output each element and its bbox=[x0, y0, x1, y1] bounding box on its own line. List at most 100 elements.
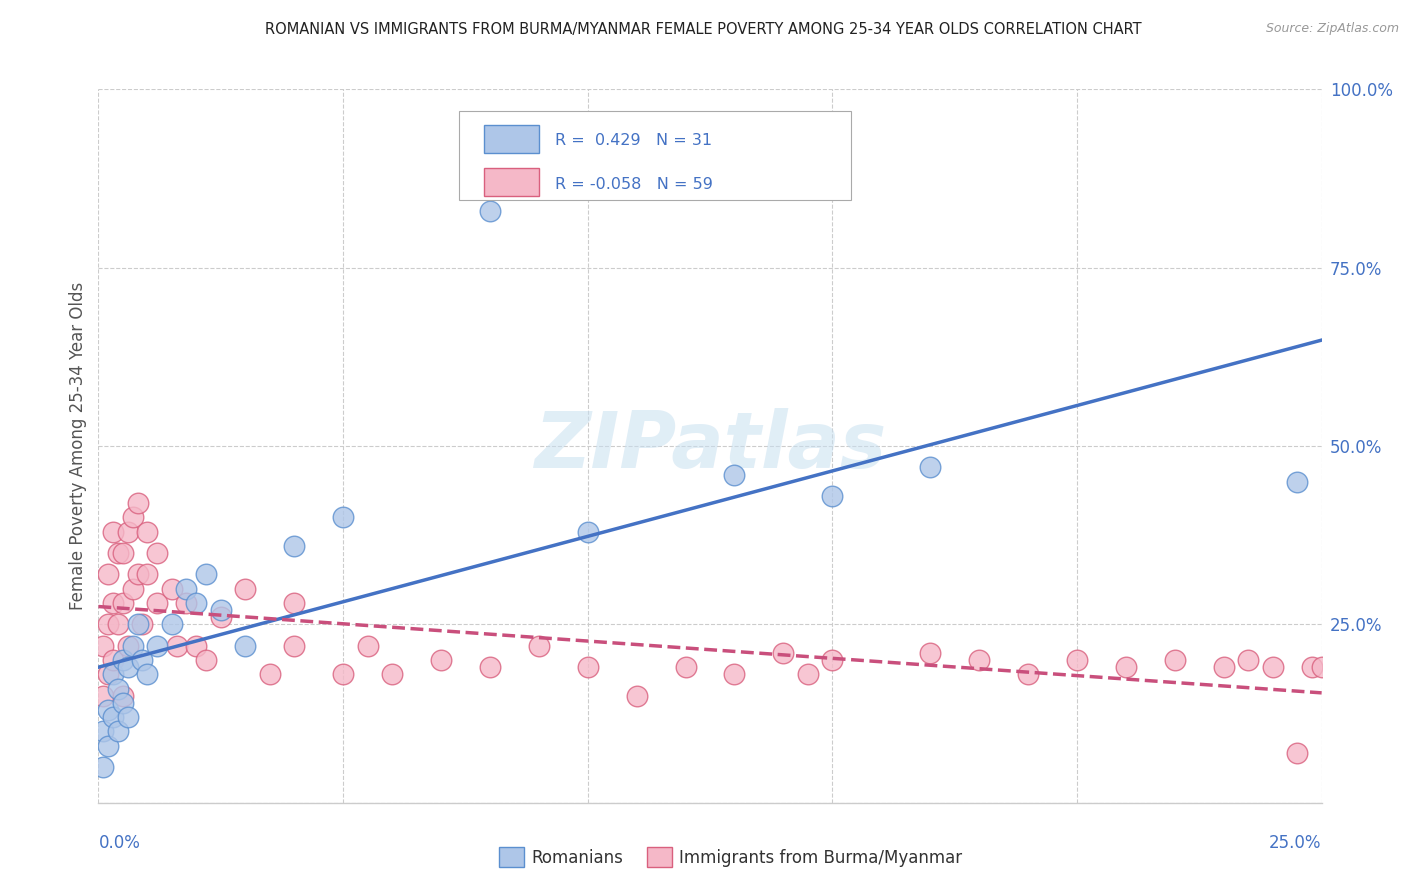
Point bbox=[626, 689, 648, 703]
Point bbox=[131, 617, 153, 632]
Point bbox=[675, 660, 697, 674]
Point bbox=[136, 667, 159, 681]
Point bbox=[111, 653, 134, 667]
Point bbox=[797, 667, 820, 681]
Point bbox=[91, 689, 114, 703]
Point bbox=[127, 496, 149, 510]
Point bbox=[1212, 660, 1234, 674]
Point bbox=[283, 539, 305, 553]
Point bbox=[772, 646, 794, 660]
Point bbox=[146, 546, 169, 560]
Point bbox=[1301, 660, 1323, 674]
Y-axis label: Female Poverty Among 25-34 Year Olds: Female Poverty Among 25-34 Year Olds bbox=[69, 282, 87, 610]
Point bbox=[967, 653, 990, 667]
Point bbox=[117, 524, 139, 539]
Point bbox=[1286, 746, 1309, 760]
Text: Source: ZipAtlas.com: Source: ZipAtlas.com bbox=[1265, 22, 1399, 36]
Point bbox=[97, 617, 120, 632]
Point bbox=[101, 667, 124, 681]
Point bbox=[1017, 667, 1039, 681]
Point bbox=[209, 603, 232, 617]
Point bbox=[166, 639, 188, 653]
Point bbox=[920, 646, 942, 660]
Point bbox=[1286, 475, 1309, 489]
Point bbox=[1237, 653, 1260, 667]
Point bbox=[127, 617, 149, 632]
Point bbox=[111, 696, 134, 710]
Point bbox=[1066, 653, 1088, 667]
FancyBboxPatch shape bbox=[460, 111, 851, 200]
Point bbox=[920, 460, 942, 475]
Point bbox=[127, 567, 149, 582]
Point bbox=[160, 582, 183, 596]
Point bbox=[101, 524, 124, 539]
Point bbox=[107, 681, 129, 696]
Point bbox=[381, 667, 404, 681]
Point bbox=[478, 660, 501, 674]
Point bbox=[527, 639, 550, 653]
Point bbox=[1310, 660, 1333, 674]
Point bbox=[97, 567, 120, 582]
Point bbox=[101, 596, 124, 610]
Point bbox=[576, 524, 599, 539]
Point bbox=[111, 546, 134, 560]
Point bbox=[121, 582, 143, 596]
Text: ZIPatlas: ZIPatlas bbox=[534, 408, 886, 484]
Point bbox=[186, 639, 208, 653]
Text: ROMANIAN VS IMMIGRANTS FROM BURMA/MYANMAR FEMALE POVERTY AMONG 25-34 YEAR OLDS C: ROMANIAN VS IMMIGRANTS FROM BURMA/MYANMA… bbox=[264, 22, 1142, 37]
Point bbox=[1115, 660, 1137, 674]
Bar bbox=[484, 168, 538, 196]
Point bbox=[97, 739, 120, 753]
Point bbox=[117, 660, 139, 674]
Point bbox=[107, 617, 129, 632]
Point bbox=[259, 667, 281, 681]
Point bbox=[136, 524, 159, 539]
Point bbox=[131, 653, 153, 667]
Point bbox=[195, 653, 218, 667]
Point bbox=[1164, 653, 1187, 667]
Point bbox=[356, 639, 378, 653]
Point bbox=[91, 639, 114, 653]
Point bbox=[332, 667, 354, 681]
Point bbox=[101, 653, 124, 667]
Point bbox=[176, 596, 198, 610]
Point bbox=[821, 489, 844, 503]
Point bbox=[146, 639, 169, 653]
Point bbox=[121, 510, 143, 524]
Point bbox=[101, 710, 124, 724]
Point bbox=[111, 689, 134, 703]
Text: Immigrants from Burma/Myanmar: Immigrants from Burma/Myanmar bbox=[679, 849, 962, 867]
Bar bbox=[484, 125, 538, 153]
Point bbox=[107, 724, 129, 739]
Point bbox=[91, 760, 114, 774]
Point bbox=[723, 467, 745, 482]
Point bbox=[723, 667, 745, 681]
Point bbox=[209, 610, 232, 624]
Point bbox=[97, 667, 120, 681]
Point bbox=[430, 653, 453, 667]
Point bbox=[283, 596, 305, 610]
Point bbox=[176, 582, 198, 596]
Point bbox=[91, 724, 114, 739]
Point bbox=[136, 567, 159, 582]
Point bbox=[576, 660, 599, 674]
Point bbox=[107, 546, 129, 560]
Text: 25.0%: 25.0% bbox=[1270, 834, 1322, 852]
Point bbox=[233, 582, 256, 596]
Point bbox=[117, 710, 139, 724]
Point bbox=[117, 639, 139, 653]
Point bbox=[111, 596, 134, 610]
Point bbox=[186, 596, 208, 610]
Point bbox=[283, 639, 305, 653]
Point bbox=[233, 639, 256, 653]
Point bbox=[195, 567, 218, 582]
Point bbox=[160, 617, 183, 632]
Text: 0.0%: 0.0% bbox=[98, 834, 141, 852]
Text: R =  0.429   N = 31: R = 0.429 N = 31 bbox=[555, 133, 711, 148]
Point bbox=[1261, 660, 1284, 674]
Point bbox=[146, 596, 169, 610]
Point bbox=[332, 510, 354, 524]
Point bbox=[821, 653, 844, 667]
Point bbox=[478, 203, 501, 218]
Text: R = -0.058   N = 59: R = -0.058 N = 59 bbox=[555, 177, 713, 192]
